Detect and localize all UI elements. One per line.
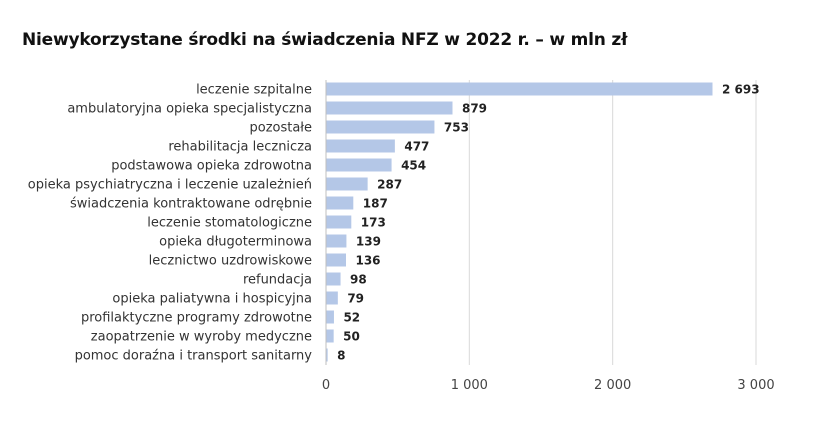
- bar: [326, 291, 338, 305]
- category-label: pozostałe: [249, 121, 312, 136]
- data-label: 8: [337, 349, 345, 363]
- bar: [326, 101, 453, 115]
- bar: [326, 348, 328, 362]
- category-label: świadczenia kontraktowane odrębnie: [70, 197, 312, 212]
- category-label: zaopatrzenie w wyroby medyczne: [91, 330, 312, 345]
- category-label: opieka długoterminowa: [159, 235, 312, 250]
- x-tick-label: 1 000: [451, 378, 488, 393]
- bar: [326, 310, 334, 324]
- data-label: 50: [343, 330, 360, 344]
- data-label: 52: [343, 311, 360, 325]
- x-tick-label: 2 000: [594, 378, 631, 393]
- data-label: 136: [355, 254, 380, 268]
- category-label: lecznictwo uzdrowiskowe: [149, 254, 312, 269]
- bar: [326, 158, 392, 172]
- bar: [326, 253, 346, 267]
- data-label: 139: [356, 235, 381, 249]
- category-label: refundacja: [243, 273, 312, 288]
- x-tick-label: 3 000: [737, 378, 774, 393]
- category-label: rehabilitacja lecznicza: [168, 140, 312, 155]
- x-tick-label: 0: [322, 378, 330, 393]
- bar: [326, 177, 368, 191]
- bar: [326, 234, 347, 248]
- bar: [326, 196, 354, 210]
- grid-lines: [325, 80, 757, 365]
- chart-title: Niewykorzystane środki na świadczenia NF…: [22, 30, 628, 50]
- bars: [326, 82, 713, 362]
- category-label: podstawowa opieka zdrowotna: [111, 159, 312, 174]
- bar: [326, 215, 352, 229]
- category-label: opieka paliatywna i hospicyjna: [112, 292, 312, 307]
- data-label: 98: [350, 273, 367, 287]
- data-label: 454: [401, 159, 426, 173]
- value-labels: 2 693 879 753 477 454 287 187 173 139 136 98 79 52 50…: [337, 83, 759, 363]
- category-label: pomoc doraźna i transport sanitarny: [75, 349, 313, 364]
- data-label: 753: [444, 121, 469, 135]
- category-label: ambulatoryjna opieka specjalistyczna: [67, 102, 312, 117]
- data-label: 79: [347, 292, 364, 306]
- data-label: 477: [404, 140, 429, 154]
- category-label: opieka psychiatryczna i leczenie uzależn…: [28, 178, 312, 193]
- data-label: 173: [361, 216, 386, 230]
- data-label: 2 693: [722, 83, 760, 97]
- bar: [326, 120, 435, 134]
- category-label: profilaktyczne programy zdrowotne: [81, 311, 312, 326]
- bar: [326, 82, 713, 96]
- bar: [326, 139, 395, 153]
- category-label: leczenie stomatologiczne: [147, 216, 312, 231]
- category-labels: leczenie szpitalne ambulatoryjna opieka s…: [28, 83, 313, 364]
- bar: [326, 329, 334, 343]
- data-label: 287: [377, 178, 402, 192]
- data-label: 879: [462, 102, 487, 116]
- category-label: leczenie szpitalne: [196, 83, 312, 98]
- data-label: 187: [363, 197, 388, 211]
- x-axis-ticks: 0 1 000 2 000 3 000: [322, 378, 775, 393]
- bar: [326, 272, 341, 286]
